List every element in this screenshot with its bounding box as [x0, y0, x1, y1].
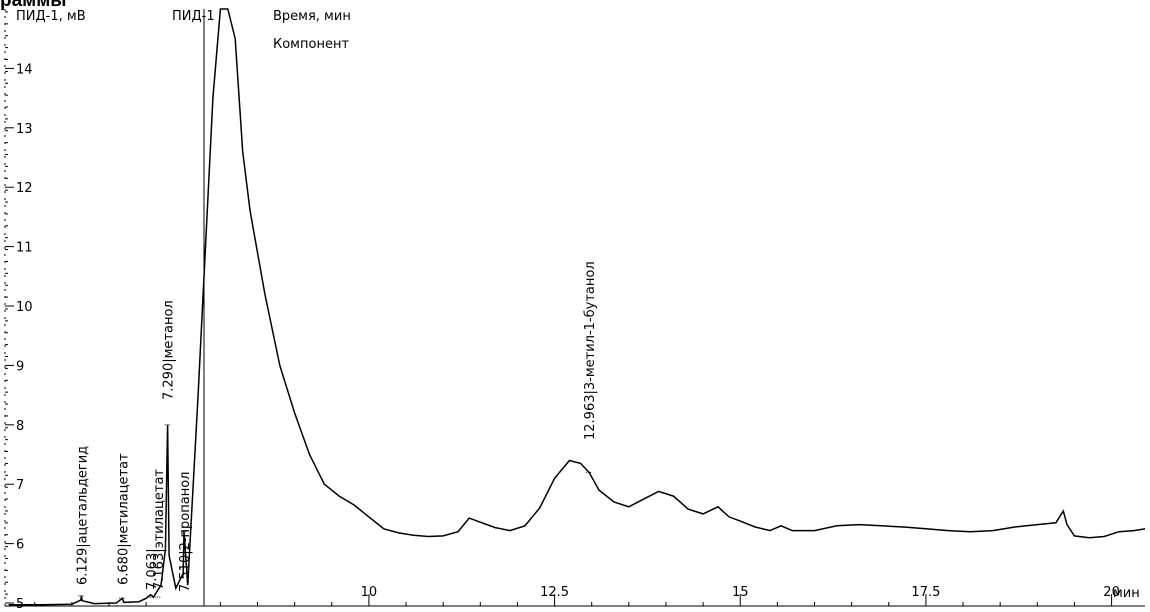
x-tick-label: 15 [732, 585, 749, 600]
y-tick-label: 14 [16, 62, 33, 77]
peak-annotation-label: 7.063| [145, 548, 160, 590]
y-axis-label: ПИД-1, мВ [16, 9, 86, 24]
peak-annotation-label: 7.290|метанол [162, 300, 177, 400]
peak-annotation-label: 7.163|этилацетат [152, 469, 167, 590]
legend-line-component: Компонент [273, 37, 349, 52]
y-tick-label: 8 [16, 419, 24, 434]
y-tick-label: 10 [16, 300, 33, 315]
y-tick-label: 13 [16, 122, 33, 137]
x-axis-ticks: 10 12.5 15 17.5 20 [34, 585, 1120, 606]
chromatogram-trace [8, 8, 1146, 606]
peak-annotation-label: 6.129|ацетальдегид [75, 446, 90, 585]
x-tick-label: 10 [361, 585, 378, 600]
legend-line-time: Время, мин [273, 9, 351, 24]
peak-annotation-label: 6.680|метилацетат [116, 453, 131, 585]
x-axis-label: мин [1113, 586, 1140, 601]
x-tick-label: 20 [1103, 585, 1120, 600]
series-label: ПИД-1 [172, 9, 215, 24]
page-title-fragment: раммы [0, 0, 67, 11]
y-tick-label: 9 [16, 359, 24, 374]
peak-annotation-label: 12.963|3-метил-1-бутанол [583, 261, 598, 440]
y-tick-label: 6 [16, 538, 24, 553]
axes [4, 9, 1145, 607]
x-tick-label: 12.5 [540, 585, 569, 600]
y-tick-label: 7 [16, 478, 24, 493]
y-tick-label: 12 [16, 181, 33, 196]
peak-annotations: 6.129|ацетальдегид 6.680|метилацетат 7.063… [75, 261, 598, 599]
y-tick-label: 11 [16, 241, 33, 256]
x-tick-label: 17.5 [911, 585, 940, 600]
